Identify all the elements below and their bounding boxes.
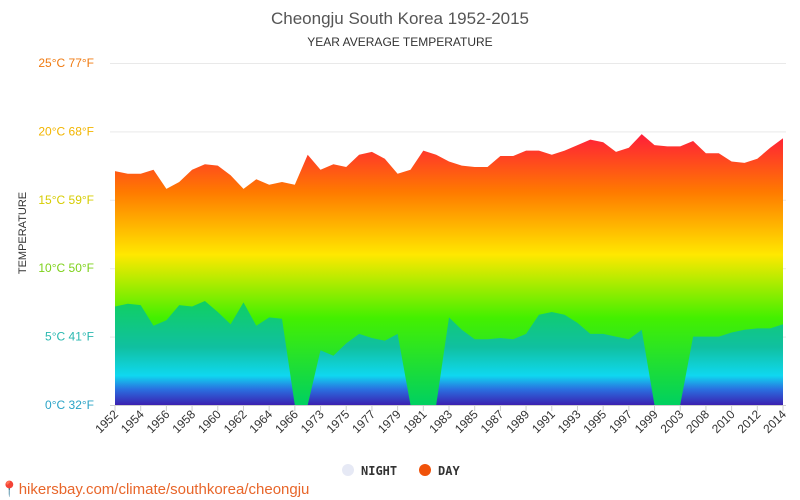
chart-subtitle: YEAR AVERAGE TEMPERATURE bbox=[307, 35, 492, 49]
x-tick-label: 1983 bbox=[426, 407, 455, 436]
x-tick-label: 1997 bbox=[606, 407, 635, 436]
x-tick-label: 1979 bbox=[375, 407, 404, 436]
x-tick-label: 2008 bbox=[683, 407, 712, 436]
x-tick-label: 2003 bbox=[658, 407, 687, 436]
location-pin-icon: 📍 bbox=[0, 481, 19, 498]
legend-item-night[interactable]: NIGHT bbox=[342, 464, 397, 478]
x-tick-label: 1962 bbox=[221, 407, 250, 436]
night-area bbox=[115, 301, 783, 405]
chart-title: Cheongju South Korea 1952-2015 bbox=[271, 9, 529, 28]
x-tick-label: 1989 bbox=[503, 407, 532, 436]
y-tick-label: 0°C 32°F bbox=[45, 398, 94, 412]
x-tick-label: 1954 bbox=[118, 407, 147, 436]
legend-night-swatch bbox=[342, 464, 354, 476]
x-tick-label: 1975 bbox=[324, 407, 353, 436]
x-tick-label: 1966 bbox=[272, 407, 301, 436]
x-tick-label: 1995 bbox=[580, 407, 609, 436]
x-tick-label: 1956 bbox=[144, 407, 173, 436]
y-tick-label: 20°C 68°F bbox=[38, 124, 94, 138]
legend-item-day[interactable]: DAY bbox=[419, 464, 460, 478]
y-tick-label: 15°C 59°F bbox=[38, 193, 94, 207]
source-text: hikersbay.com/climate/southkorea/cheongj… bbox=[18, 481, 310, 498]
y-tick-label: 10°C 50°F bbox=[38, 261, 94, 275]
x-tick-label: 1964 bbox=[246, 407, 275, 436]
x-tick-label: 1958 bbox=[169, 407, 198, 436]
x-tick-label: 1977 bbox=[349, 407, 378, 436]
x-tick-label: 1981 bbox=[401, 407, 430, 436]
legend-day-swatch bbox=[419, 464, 431, 476]
x-tick-label: 1999 bbox=[632, 407, 661, 436]
x-tick-label: 1991 bbox=[529, 407, 558, 436]
x-tick-label: 2014 bbox=[760, 407, 789, 436]
x-tick-label: 1952 bbox=[92, 407, 121, 436]
y-axis-ticks: 0°C 32°F 5°C 41°F 10°C 50°F 15°C 59°F 20°C 6… bbox=[38, 56, 94, 412]
x-tick-label: 2012 bbox=[735, 407, 764, 436]
y-axis-label: TEMPERATURE bbox=[17, 192, 29, 274]
x-tick-label: 1960 bbox=[195, 407, 224, 436]
y-tick-label: 5°C 41°F bbox=[45, 330, 94, 344]
legend-day-label: DAY bbox=[438, 464, 460, 478]
x-tick-label: 1987 bbox=[478, 407, 507, 436]
x-tick-label: 1973 bbox=[298, 407, 327, 436]
x-tick-label: 1993 bbox=[555, 407, 584, 436]
x-tick-label: 2010 bbox=[709, 407, 738, 436]
legend-night-label: NIGHT bbox=[361, 464, 397, 478]
legend: NIGHT DAY bbox=[342, 464, 460, 478]
y-tick-label: 25°C 77°F bbox=[38, 56, 94, 70]
x-axis-ticks: 1952195419561958196019621964196619731975… bbox=[92, 405, 789, 436]
x-tick-label: 1985 bbox=[452, 407, 481, 436]
source-link[interactable]: 📍hikersbay.com/climate/southkorea/cheong… bbox=[0, 480, 309, 498]
